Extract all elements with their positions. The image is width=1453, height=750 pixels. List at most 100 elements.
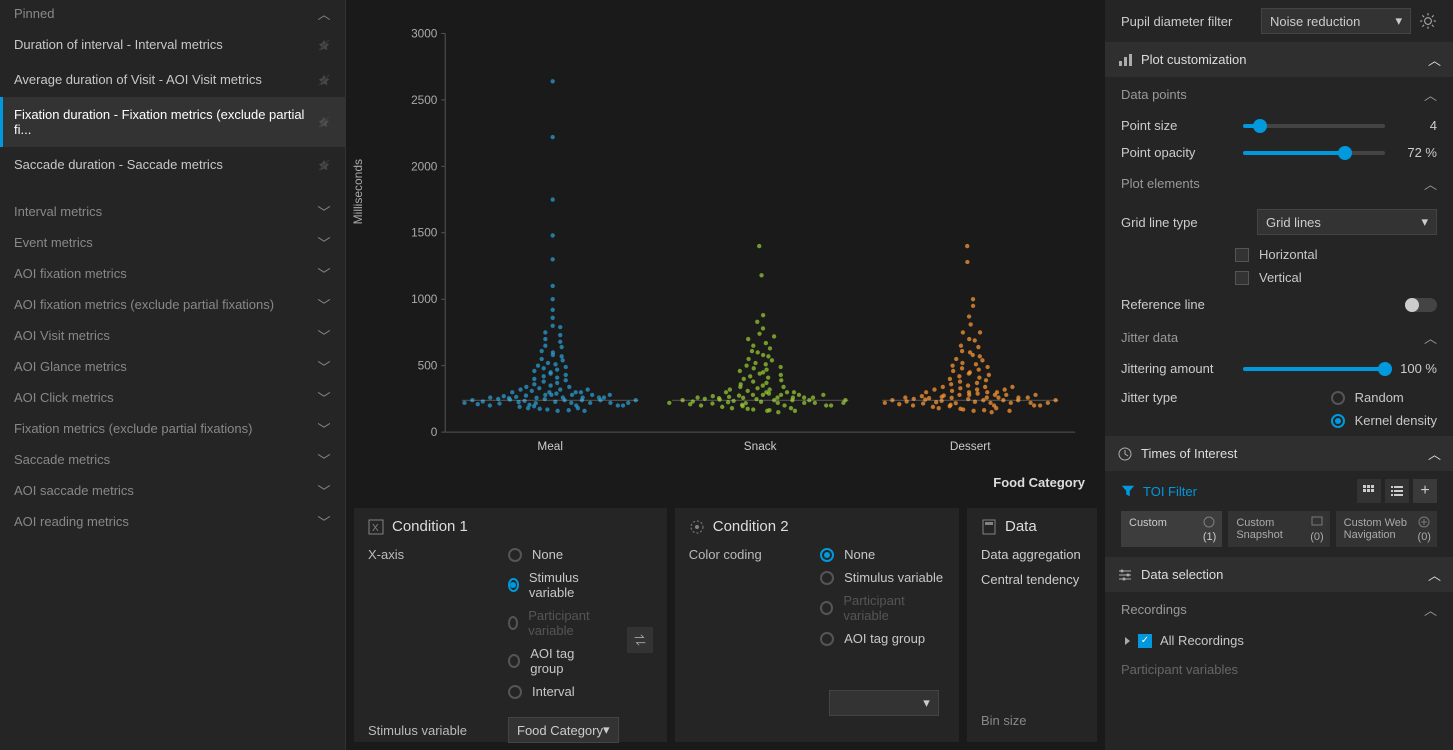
plot-customization-header[interactable]: Plot customization ︿ — [1105, 42, 1453, 77]
stimulus-variable-select[interactable]: Food Category ▾ — [508, 717, 619, 743]
toi-type-icon — [1310, 515, 1324, 529]
radio-icon — [820, 601, 833, 615]
unpin-icon[interactable] — [317, 158, 331, 172]
dataselection-header[interactable]: Data selection ︿ — [1105, 557, 1453, 592]
jitter-kernel-radio[interactable]: Kernel density — [1331, 413, 1437, 428]
radio-icon — [508, 654, 520, 668]
jitter-amt-label: Jittering amount — [1121, 361, 1231, 376]
metric-group[interactable]: Fixation metrics (exclude partial fixati… — [0, 413, 345, 444]
metric-group[interactable]: AOI Visit metrics﹀ — [0, 320, 345, 351]
toi-card[interactable]: Custom Web Navigation(0) — [1336, 511, 1437, 547]
chevron-down-icon: ﹀ — [317, 422, 331, 436]
metric-group[interactable]: AOI Click metrics﹀ — [0, 382, 345, 413]
metric-group[interactable]: AOI fixation metrics﹀ — [0, 258, 345, 289]
unpin-icon[interactable] — [317, 73, 331, 87]
radio-option[interactable]: Interval — [508, 684, 597, 699]
swap-button[interactable] — [627, 627, 653, 653]
settings-panel: Pupil diameter filter Noise reduction ▾ … — [1105, 0, 1453, 750]
radio-option[interactable]: Stimulus variable — [820, 570, 945, 585]
toi-card[interactable]: Custom Snapshot(0) — [1228, 511, 1329, 547]
group-label: AOI saccade metrics — [14, 483, 134, 498]
radio-option[interactable]: None — [820, 547, 945, 562]
unpin-icon[interactable] — [317, 38, 331, 52]
metric-label: Fixation duration - Fixation metrics (ex… — [14, 107, 317, 137]
cond2-select[interactable]: ▾ — [829, 690, 939, 716]
main-area: Milliseconds 050010001500200025003000Mea… — [346, 0, 1105, 750]
participant-vars-header[interactable]: Participant variables — [1105, 654, 1453, 685]
expand-icon[interactable] — [1125, 637, 1130, 645]
pinned-metric-item[interactable]: Fixation duration - Fixation metrics (ex… — [0, 97, 345, 147]
chevron-up-icon: ︿ — [1424, 328, 1437, 347]
radio-option: Participant variable — [508, 608, 597, 638]
chevron-down-icon: ﹀ — [317, 329, 331, 343]
radio-option[interactable]: AOI tag group — [820, 631, 945, 646]
all-recordings-checkbox[interactable]: ✓ — [1138, 634, 1152, 648]
refline-toggle[interactable] — [1405, 298, 1437, 312]
pinned-metric-item[interactable]: Duration of interval - Interval metrics — [0, 27, 345, 62]
group-label: AOI Glance metrics — [14, 359, 127, 374]
jitterdata-header[interactable]: Jitter data ︿ — [1105, 320, 1453, 355]
toi-grid-button[interactable] — [1357, 479, 1381, 503]
radio-icon — [820, 632, 834, 646]
clock-icon — [1117, 446, 1133, 462]
pinned-metric-item[interactable]: Saccade duration - Saccade metrics — [0, 147, 345, 182]
recordings-header[interactable]: Recordings ︿ — [1105, 592, 1453, 627]
data-title: Data — [1005, 518, 1037, 535]
bin-size-label: Bin size — [981, 713, 1027, 728]
radio-label: AOI tag group — [844, 631, 925, 646]
swap-icon — [633, 633, 647, 647]
radio-label: Stimulus variable — [529, 570, 597, 600]
unpin-icon[interactable] — [317, 115, 331, 129]
pinned-metric-item[interactable]: Average duration of Visit - AOI Visit me… — [0, 62, 345, 97]
metric-group[interactable]: Interval metrics﹀ — [0, 196, 345, 227]
radio-option[interactable]: None — [508, 547, 597, 562]
metric-group[interactable]: AOI fixation metrics (exclude partial fi… — [0, 289, 345, 320]
radio-option[interactable]: AOI tag group — [508, 646, 597, 676]
metric-group[interactable]: Event metrics﹀ — [0, 227, 345, 258]
metric-group[interactable]: AOI Glance metrics﹀ — [0, 351, 345, 382]
toi-add-button[interactable]: + — [1413, 479, 1437, 503]
condition1-title: Condition 1 — [392, 518, 468, 535]
condition1-panel: X Condition 1 X-axis NoneStimulus variab… — [354, 508, 667, 742]
horizontal-checkbox[interactable] — [1235, 248, 1249, 262]
chevron-up-icon: ︿ — [1428, 565, 1441, 584]
toi-card[interactable]: Custom(1) — [1121, 511, 1222, 547]
chevron-down-icon: ﹀ — [317, 515, 331, 529]
pupil-filter-select[interactable]: Noise reduction ▾ — [1261, 8, 1411, 34]
toi-header[interactable]: Times of Interest ︿ — [1105, 436, 1453, 471]
chevron-down-icon: ﹀ — [317, 484, 331, 498]
point-opacity-value: 72 % — [1397, 145, 1437, 160]
metric-label: Saccade duration - Saccade metrics — [14, 157, 223, 172]
filter-icon — [1121, 484, 1135, 498]
radio-option[interactable]: Stimulus variable — [508, 570, 597, 600]
svg-text:Meal: Meal — [537, 439, 563, 453]
stimvar-label: Stimulus variable — [368, 723, 488, 738]
toi-list-button[interactable] — [1385, 479, 1409, 503]
point-opacity-slider[interactable] — [1243, 151, 1385, 155]
gridline-select[interactable]: Grid lines ▾ — [1257, 209, 1437, 235]
datapoints-header[interactable]: Data points ︿ — [1105, 77, 1453, 112]
group-label: AOI reading metrics — [14, 514, 129, 529]
pinned-header[interactable]: Pinned ︿ — [0, 0, 345, 27]
metric-group[interactable]: AOI saccade metrics ﹀ — [0, 475, 345, 506]
point-size-slider[interactable] — [1243, 124, 1385, 128]
metric-group[interactable]: Saccade metrics﹀ — [0, 444, 345, 475]
plotelements-header[interactable]: Plot elements ︿ — [1105, 166, 1453, 201]
radio-icon — [820, 571, 834, 585]
sliders-icon — [1117, 567, 1133, 583]
stimvar-value: Food Category — [517, 723, 603, 738]
jitter-random-radio[interactable]: Random — [1331, 390, 1437, 405]
vertical-checkbox[interactable] — [1235, 271, 1249, 285]
metric-group[interactable]: AOI reading metrics ﹀ — [0, 506, 345, 537]
chevron-down-icon: ﹀ — [317, 236, 331, 250]
chevron-down-icon: ﹀ — [317, 391, 331, 405]
gear-icon[interactable] — [1419, 12, 1437, 30]
radio-icon — [508, 548, 522, 562]
group-label: Interval metrics — [14, 204, 102, 219]
chevron-up-icon: ︿ — [317, 7, 331, 21]
jitter-slider[interactable] — [1243, 367, 1385, 371]
group-label: AOI fixation metrics — [14, 266, 127, 281]
target-icon — [689, 519, 705, 535]
vertical-label: Vertical — [1259, 270, 1302, 285]
point-opacity-label: Point opacity — [1121, 145, 1231, 160]
